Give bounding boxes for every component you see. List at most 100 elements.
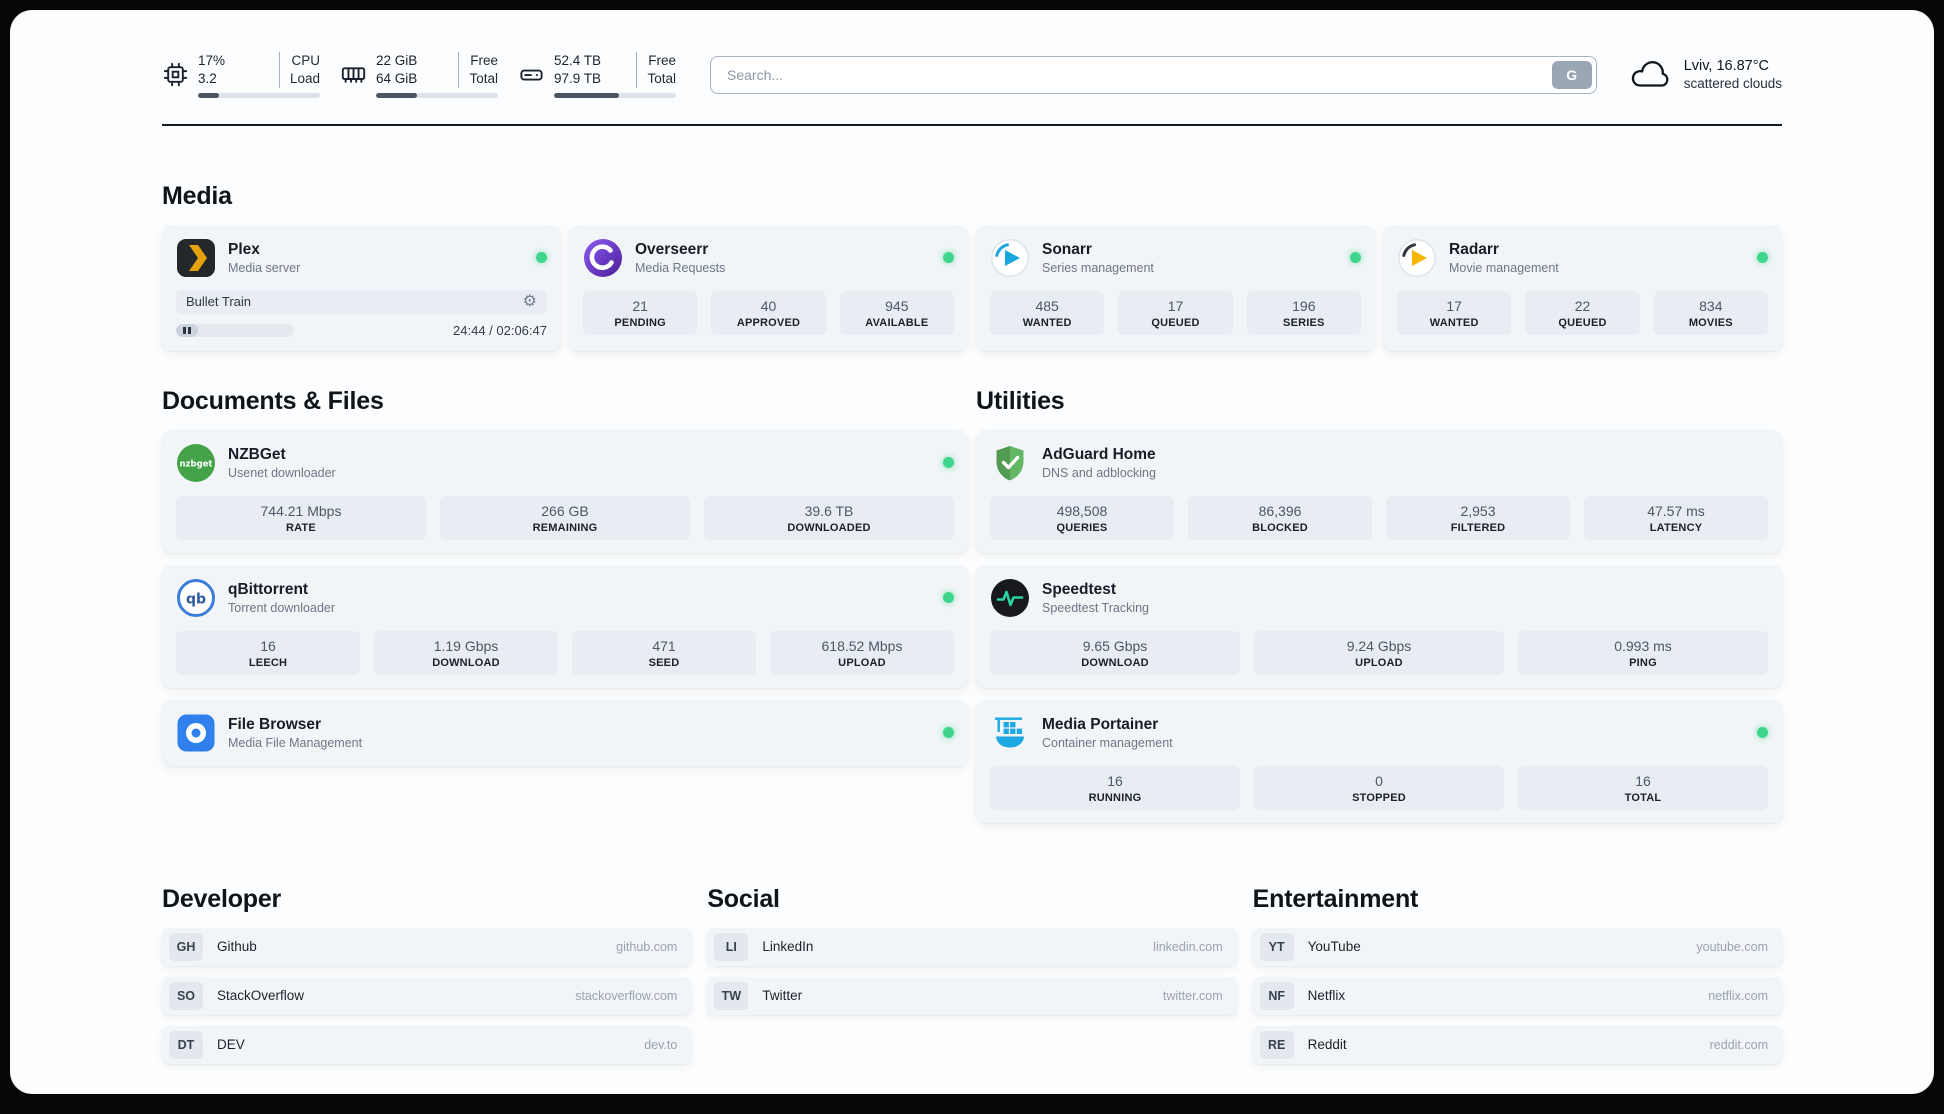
app-card-nzbget[interactable]: nzbget NZBGet Usenet downloader 744.21 M… xyxy=(162,429,968,553)
bookmark-name: Twitter xyxy=(762,988,803,1004)
bookmark-abbr: LI xyxy=(714,932,749,961)
stat-total: 16 TOTAL xyxy=(1518,765,1768,810)
search-input[interactable] xyxy=(710,55,1597,94)
stat-value: 1.19 Gbps xyxy=(433,637,499,654)
stat-seed: 471 SEED xyxy=(572,630,756,675)
stat-label: SEED xyxy=(648,656,680,669)
cpu-usage-value: 17% xyxy=(198,53,226,68)
stat-label: MOVIES xyxy=(1688,316,1733,329)
stat-value: 9.65 Gbps xyxy=(1082,637,1148,654)
app-desc: Torrent downloader xyxy=(228,600,336,615)
app-name: Overseerr xyxy=(635,240,709,258)
overseerr-card-header: Overseerr Media Requests xyxy=(583,238,954,278)
stat-series: 196 SERIES xyxy=(1246,290,1361,335)
pause-icon[interactable] xyxy=(183,326,191,334)
bookmark-linkedin[interactable]: LI LinkedIn linkedin.com xyxy=(707,927,1237,966)
bookmark-name: StackOverflow xyxy=(217,988,305,1004)
bookmark-dev[interactable]: DT DEV dev.to xyxy=(162,1025,692,1064)
stat-rate: 744.21 Mbps RATE xyxy=(176,495,426,540)
stat-value: 2,953 xyxy=(1460,502,1496,519)
disk-values: 52.4 TB 97.9 TB xyxy=(554,52,628,88)
bookmark-reddit[interactable]: RE Reddit reddit.com xyxy=(1252,1025,1782,1064)
stat-label: APPROVED xyxy=(736,316,801,329)
bookmark-name: Github xyxy=(217,939,257,955)
social-section: Social LI LinkedIn linkedin.com TW Twitt… xyxy=(707,885,1237,1015)
media-section: Media Plex Media server xyxy=(162,182,1782,351)
disk-free-label: Free xyxy=(648,53,676,68)
app-desc: DNS and adblocking xyxy=(1042,465,1156,480)
app-desc: Movie management xyxy=(1449,260,1559,275)
stat-label: STOPPED xyxy=(1352,791,1406,804)
gear-icon[interactable]: ⚙ xyxy=(522,292,537,310)
app-card-radarr[interactable]: Radarr Movie management 17 WANTED 22 QUE… xyxy=(1383,224,1782,351)
app-name: Sonarr xyxy=(1042,240,1092,258)
bookmark-netflix[interactable]: NF Netflix netflix.com xyxy=(1252,976,1782,1015)
app-card-adguard[interactable]: AdGuard Home DNS and adblocking 498,508 … xyxy=(976,429,1782,553)
bookmark-name: LinkedIn xyxy=(762,939,814,955)
stat-value: 47.57 ms xyxy=(1647,502,1705,519)
stat-value: 86,396 xyxy=(1258,502,1302,519)
app-desc: Media File Management xyxy=(228,735,363,750)
stat-remaining: 266 GB REMAINING xyxy=(440,495,690,540)
search-bar: G xyxy=(710,55,1597,94)
app-card-sonarr[interactable]: Sonarr Series management 485 WANTED 17 Q… xyxy=(976,224,1375,351)
ram-stat-body: 22 GiB 64 GiB Free Total xyxy=(376,52,498,98)
app-card-speedtest[interactable]: Speedtest Speedtest Tracking 9.65 Gbps D… xyxy=(976,564,1782,688)
app-card-filebrowser[interactable]: File Browser Media File Management xyxy=(162,699,968,766)
playback-progress-bar[interactable] xyxy=(176,323,294,337)
bookmark-domain: twitter.com xyxy=(1162,988,1223,1003)
bookmark-name: Netflix xyxy=(1307,988,1346,1004)
cpu-load-value: 3.2 xyxy=(198,70,217,86)
stat-label: DOWNLOAD xyxy=(432,656,500,669)
cpu-progress-fill xyxy=(198,92,219,98)
stat-value: 744.21 Mbps xyxy=(260,502,342,519)
app-card-overseerr[interactable]: Overseerr Media Requests 21 PENDING 40 A… xyxy=(569,224,968,351)
stat-label: WANTED xyxy=(1429,316,1479,329)
app-card-portainer[interactable]: Media Portainer Container management 16 … xyxy=(976,699,1782,823)
stat-filtered: 2,953 FILTERED xyxy=(1386,495,1570,540)
stat-label: REMAINING xyxy=(532,521,598,534)
sonarr-stats: 485 WANTED 17 QUEUED 196 SERIES xyxy=(990,290,1361,335)
stat-label: BLOCKED xyxy=(1252,521,1308,534)
stat-value: 834 xyxy=(1699,297,1723,314)
ram-total-value: 64 GiB xyxy=(376,70,418,86)
stat-value: 0 xyxy=(1375,772,1383,789)
stat-value: 21 xyxy=(632,297,648,314)
stat-running: 16 RUNNING xyxy=(990,765,1240,810)
now-playing-row: Bullet Train ⚙ xyxy=(176,289,547,314)
adguard-text: AdGuard Home DNS and adblocking xyxy=(1042,446,1156,480)
stat-stopped: 0 STOPPED xyxy=(1254,765,1504,810)
bookmark-domain: youtube.com xyxy=(1696,939,1768,954)
stat-value: 266 GB xyxy=(541,502,589,519)
stat-label: TOTAL xyxy=(1624,791,1662,804)
app-card-plex[interactable]: Plex Media server Bullet Train ⚙ xyxy=(162,224,561,351)
bookmark-stackoverflow[interactable]: SO StackOverflow stackoverflow.com xyxy=(162,976,692,1015)
bookmark-youtube[interactable]: YT YouTube youtube.com xyxy=(1252,927,1782,966)
bookmark-domain: linkedin.com xyxy=(1153,939,1223,954)
bookmark-domain: github.com xyxy=(616,939,678,954)
qbittorrent-card-header: qb qBittorrent Torrent downloader xyxy=(176,578,954,618)
cpu-label: CPU xyxy=(291,53,320,68)
stat-label: PENDING xyxy=(614,316,666,329)
playback-progress-fill xyxy=(176,323,199,337)
stat-download: 9.65 Gbps DOWNLOAD xyxy=(990,630,1240,675)
stat-latency: 47.57 ms LATENCY xyxy=(1584,495,1768,540)
stat-approved: 40 APPROVED xyxy=(711,290,826,335)
sonarr-card-header: Sonarr Series management xyxy=(990,238,1361,278)
weather-condition: scattered clouds xyxy=(1683,76,1782,92)
speedtest-text: Speedtest Speedtest Tracking xyxy=(1042,581,1149,615)
cloud-icon xyxy=(1631,61,1669,87)
cpu-stat-body: 17% 3.2 CPU Load xyxy=(198,52,320,98)
cpu-stat: 17% 3.2 CPU Load xyxy=(162,52,320,98)
bookmark-github[interactable]: GH Github github.com xyxy=(162,927,692,966)
stat-label: DOWNLOAD xyxy=(1081,656,1149,669)
app-desc: Speedtest Tracking xyxy=(1042,600,1150,615)
app-desc: Container management xyxy=(1042,735,1173,750)
search-engine-button[interactable]: G xyxy=(1551,60,1592,89)
bookmark-twitter[interactable]: TW Twitter twitter.com xyxy=(707,976,1237,1015)
app-name: AdGuard Home xyxy=(1042,445,1156,463)
app-name: qBittorrent xyxy=(228,580,309,598)
app-card-qbittorrent[interactable]: qb qBittorrent Torrent downloader 16 xyxy=(162,564,968,688)
qbittorrent-text: qBittorrent Torrent downloader xyxy=(228,581,335,615)
stat-queued: 22 QUEUED xyxy=(1525,290,1640,335)
